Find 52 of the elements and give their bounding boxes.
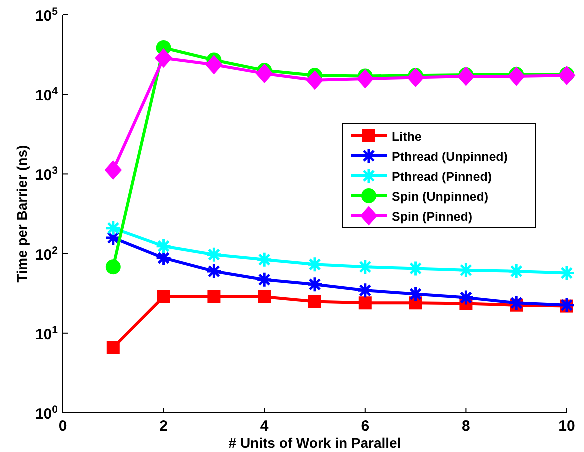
legend-label: Lithe [392, 130, 422, 144]
legend-label: Pthread (Unpinned) [392, 150, 508, 164]
point [156, 238, 172, 255]
point [508, 66, 526, 86]
point [256, 252, 273, 268]
point [206, 263, 222, 280]
point [306, 70, 324, 90]
point [357, 282, 374, 299]
point [104, 160, 122, 180]
point [155, 48, 172, 68]
point [306, 276, 324, 293]
point [357, 258, 374, 276]
point [106, 341, 120, 354]
x-tick-label: 2 [160, 418, 168, 435]
point [308, 295, 322, 308]
x-axis-title: # Units of Work in Parallel [228, 435, 402, 451]
point [408, 286, 424, 303]
y-tick-label: 10$^{3}$ [35, 165, 58, 184]
point [356, 70, 374, 89]
point [508, 294, 525, 312]
y-tick-label: 10$^{5}$ [35, 6, 58, 25]
x-tick-label: 8 [462, 418, 470, 435]
y-tick-label: 10$^{2}$ [35, 244, 58, 264]
point [558, 66, 576, 86]
point [256, 64, 274, 84]
point [407, 68, 424, 88]
x-tick-label: 0 [58, 418, 68, 435]
point [105, 220, 122, 237]
legend-label: Spin (Pinned) [392, 210, 473, 224]
point [156, 250, 172, 266]
y-axis-title: Time per Barrier (ns) [14, 145, 30, 283]
y-tick-label: 10$^{0}$ [35, 404, 58, 423]
x-tick-label: 10 [558, 418, 576, 435]
point [508, 263, 525, 280]
x-tick-label: 4 [260, 418, 270, 435]
point [256, 272, 273, 288]
y-tick-label: 10$^{4}$ [35, 86, 58, 105]
point [258, 290, 272, 304]
point [157, 290, 170, 304]
point [208, 290, 221, 304]
point [206, 55, 223, 74]
point [358, 296, 372, 310]
point [458, 290, 474, 306]
point [458, 262, 474, 279]
y-tick-label: 10$^{1}$ [35, 324, 58, 344]
legend-label: Spin (Unpinned) [392, 190, 489, 204]
legend-label: Pthread (Pinned) [392, 170, 492, 184]
x-tick-label: 6 [361, 418, 370, 435]
point [206, 246, 222, 264]
point [306, 256, 324, 273]
point [458, 66, 475, 86]
point [106, 260, 121, 275]
